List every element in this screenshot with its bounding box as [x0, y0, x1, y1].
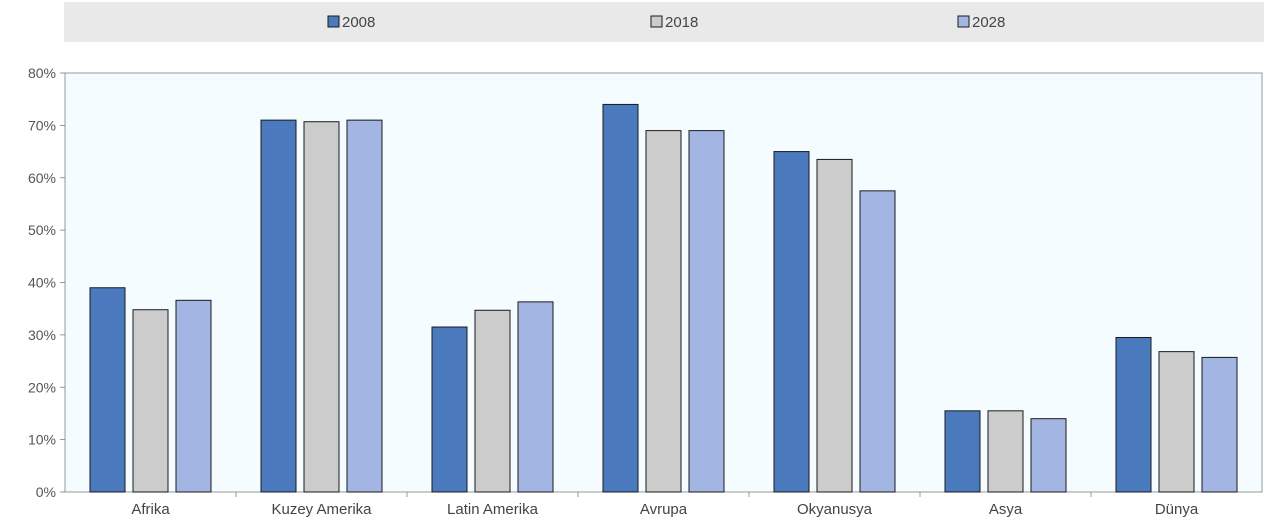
x-tick-label: Afrika [131, 501, 170, 518]
y-axis: 0% 10% 20% 30% 40% 50% 60% 70% 80% [28, 65, 65, 500]
bar-2018 [474, 309, 511, 493]
legend-label: 2018 [665, 14, 698, 31]
x-tick-label: Kuzey Amerika [271, 501, 372, 518]
legend-swatch [957, 15, 970, 28]
bar-2008 [773, 151, 810, 493]
y-tick-label: 10% [28, 432, 56, 448]
bar-2028 [517, 301, 554, 493]
bar-2008 [89, 287, 126, 493]
bar-2028 [688, 130, 725, 493]
x-tick-label: Avrupa [640, 501, 688, 518]
legend-label: 2028 [972, 14, 1005, 31]
bars [89, 103, 1238, 493]
legend: 2008 2018 2028 [327, 14, 1005, 31]
legend-bar [64, 2, 1264, 42]
bar-2018 [645, 130, 682, 493]
y-tick-label: 30% [28, 327, 56, 343]
x-axis: Afrika Kuzey Amerika Latin Amerika Avrupa Ok… [131, 492, 1199, 518]
y-tick-label: 40% [28, 275, 56, 291]
y-tick-label: 60% [28, 170, 56, 186]
y-tick-label: 50% [28, 222, 56, 238]
y-tick-label: 20% [28, 379, 56, 395]
x-tick-label: Latin Amerika [447, 501, 539, 518]
x-tick-label: Dünya [1155, 501, 1199, 518]
bar-2018 [816, 158, 853, 493]
bar-2008 [602, 103, 639, 493]
bar-2008 [431, 326, 468, 493]
y-tick-label: 70% [28, 117, 56, 133]
bar-2018 [303, 121, 340, 493]
x-tick-label: Okyanusya [797, 501, 873, 518]
bar-2028 [1030, 418, 1067, 493]
bar-2018 [1158, 351, 1195, 493]
bar-2018 [987, 410, 1024, 493]
y-tick-label: 0% [36, 484, 56, 500]
bar-2008 [944, 410, 981, 493]
bar-2008 [260, 119, 297, 493]
x-tick-label: Asya [989, 501, 1023, 518]
bar-2028 [1201, 356, 1238, 493]
legend-label: 2008 [342, 14, 375, 31]
bar-2018 [132, 309, 169, 493]
bar-2028 [346, 119, 383, 493]
bar-2008 [1115, 336, 1152, 493]
y-tick-label: 80% [28, 65, 56, 81]
legend-swatch [327, 15, 340, 28]
legend-swatch [650, 15, 663, 28]
bar-2028 [175, 299, 212, 493]
bar-2028 [859, 190, 896, 493]
